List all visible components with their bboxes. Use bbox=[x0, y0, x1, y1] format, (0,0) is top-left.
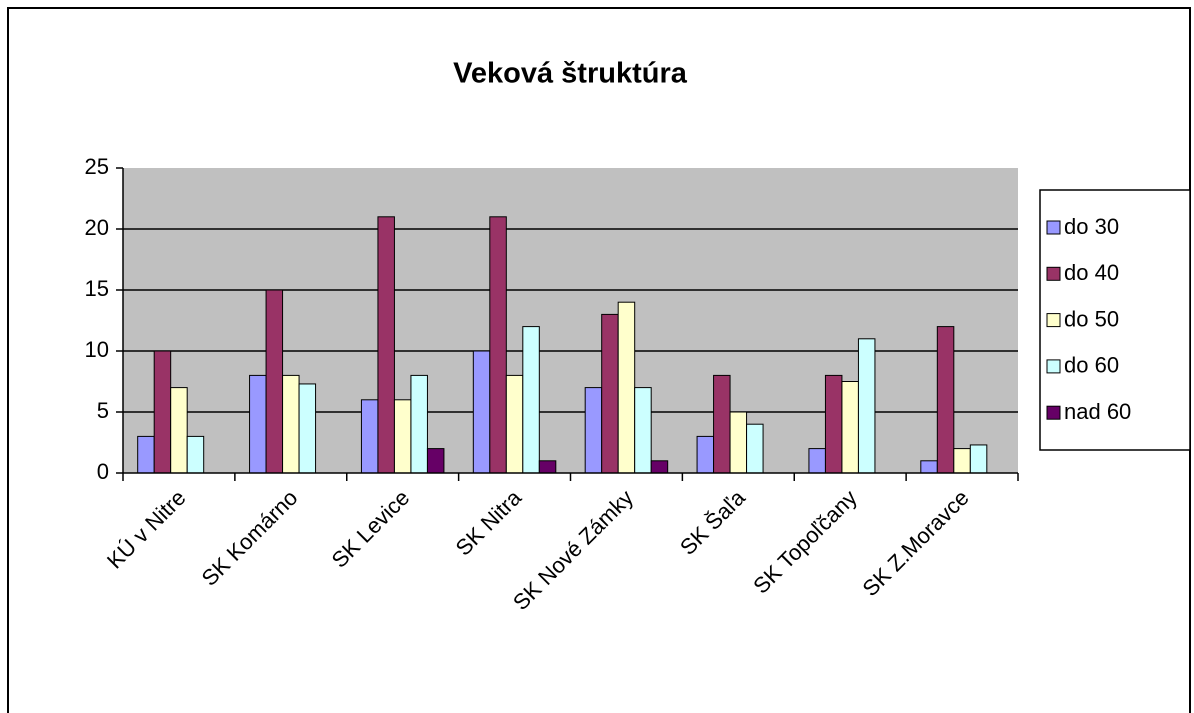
bar bbox=[472, 350, 491, 474]
bar bbox=[538, 460, 557, 474]
bar bbox=[808, 448, 826, 474]
legend-label: do 30 bbox=[1064, 214, 1119, 239]
bar bbox=[186, 435, 205, 474]
chart-title: Veková štruktúra bbox=[453, 58, 688, 90]
legend-label: do 50 bbox=[1064, 306, 1119, 331]
legend-swatch bbox=[1046, 359, 1061, 374]
y-tick-label: 15 bbox=[85, 276, 109, 301]
legend-swatch bbox=[1046, 313, 1061, 328]
bar bbox=[841, 381, 859, 474]
bar bbox=[410, 374, 428, 474]
y-tick-label: 0 bbox=[97, 459, 109, 484]
y-tick-label: 20 bbox=[85, 215, 109, 240]
bar bbox=[953, 448, 971, 474]
bar bbox=[249, 374, 267, 474]
legend-swatch bbox=[1046, 220, 1061, 235]
y-tick-label: 25 bbox=[85, 154, 109, 179]
bar bbox=[265, 289, 284, 474]
bar bbox=[137, 435, 155, 474]
bar bbox=[713, 374, 731, 474]
bar bbox=[650, 460, 669, 474]
bar bbox=[969, 444, 988, 474]
bar bbox=[729, 411, 748, 474]
legend bbox=[1039, 189, 1191, 451]
bar bbox=[393, 399, 412, 474]
bar bbox=[505, 374, 524, 474]
bar bbox=[298, 383, 317, 474]
bar bbox=[153, 350, 172, 474]
bar bbox=[360, 399, 379, 474]
y-tick-label: 5 bbox=[97, 398, 109, 423]
bar bbox=[746, 423, 764, 474]
bar bbox=[634, 387, 652, 474]
bar bbox=[601, 313, 619, 474]
bar bbox=[170, 387, 188, 474]
legend-swatch bbox=[1046, 266, 1061, 281]
bar bbox=[489, 216, 507, 474]
legend-label: nad 60 bbox=[1064, 399, 1131, 424]
bar bbox=[426, 448, 445, 474]
bar bbox=[857, 338, 876, 474]
bar bbox=[522, 326, 540, 474]
bar bbox=[936, 326, 955, 474]
bar bbox=[584, 387, 603, 474]
bar bbox=[824, 374, 843, 474]
bar bbox=[920, 460, 938, 474]
bar bbox=[282, 374, 300, 474]
bar bbox=[696, 435, 715, 474]
legend-label: do 40 bbox=[1064, 260, 1119, 285]
legend-swatch bbox=[1046, 405, 1061, 420]
legend-label: do 60 bbox=[1064, 353, 1119, 378]
y-tick-label: 10 bbox=[85, 337, 109, 362]
bar bbox=[617, 301, 636, 474]
bar bbox=[377, 216, 395, 474]
